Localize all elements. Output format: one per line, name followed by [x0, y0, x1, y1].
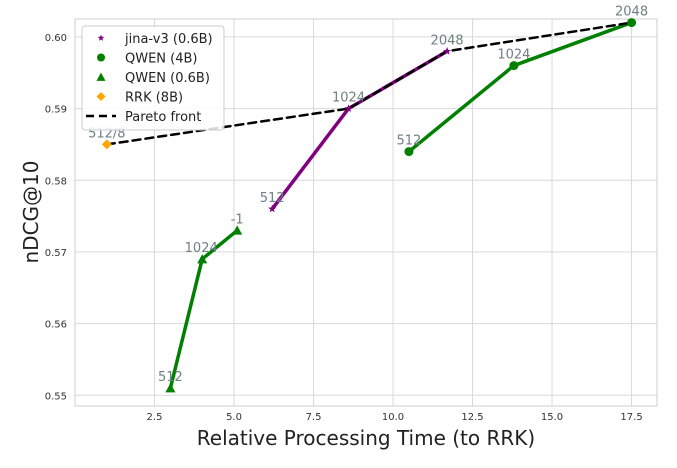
legend-label: QWEN (0.6B) — [125, 71, 210, 86]
y-tick-label: 0.56 — [45, 320, 67, 331]
legend-box — [81, 25, 225, 131]
data-point — [443, 47, 452, 55]
data-point — [101, 139, 112, 150]
plot-frame — [74, 18, 658, 407]
legend-label: jina-v3 (0.6B) — [124, 32, 213, 47]
y-tick-label: 0.59 — [45, 105, 67, 116]
y-tick-label: 0.55 — [45, 391, 67, 402]
x-tick-label: 10.0 — [382, 412, 404, 423]
data-point — [232, 225, 243, 235]
point-label: 512 — [397, 134, 422, 149]
data-point — [165, 383, 176, 393]
legend-marker — [96, 92, 106, 101]
legend-label: RRK (8B) — [125, 91, 183, 106]
data-point — [509, 61, 519, 71]
point-label: -1 — [231, 212, 244, 227]
x-axis-label: Relative Processing Time (to RRK) — [197, 426, 535, 450]
legend-label: Pareto front — [125, 110, 201, 125]
point-label: 1024 — [332, 91, 365, 106]
legend-label: QWEN (4B) — [125, 52, 198, 67]
data-point — [197, 254, 208, 264]
x-tick-label: 12.5 — [461, 412, 483, 423]
x-tick-label: 15.0 — [541, 412, 563, 423]
y-tick-label: 0.57 — [45, 248, 67, 259]
x-tick-label: 2.5 — [147, 412, 163, 423]
legend-marker — [97, 34, 105, 41]
point-label: 1024 — [497, 48, 530, 63]
grid — [75, 19, 657, 406]
point-label: 1024 — [185, 241, 218, 256]
data-point — [344, 104, 353, 112]
series-line-4 — [105, 21, 633, 146]
y-tick-label: 0.58 — [45, 176, 67, 187]
point-label: 512 — [260, 191, 285, 206]
legend: jina-v3 (0.6B) QWEN (4B) QWEN (0.6B) RRK (8… — [81, 25, 225, 131]
point-label: 2048 — [431, 33, 464, 48]
data-point — [268, 204, 277, 213]
x-tick-label: 17.5 — [620, 412, 642, 423]
y-axis-label: nDCG@10 — [19, 161, 43, 264]
data-point — [627, 18, 637, 28]
x-tick-label: 7.5 — [306, 412, 322, 423]
ticks: 2.5 5.0 7.5 10.0 12.5 15.0 17.5 0.55 0.56 0.57 0.5… — [45, 33, 643, 423]
point-label: 2048 — [615, 5, 648, 20]
legend-marker — [96, 72, 106, 81]
y-tick-label: 0.60 — [45, 33, 67, 44]
x-tick-label: 5.0 — [226, 412, 242, 423]
point-label: 512 — [158, 370, 183, 385]
data-point — [404, 147, 414, 157]
markers-layer — [101, 18, 637, 393]
legend-marker — [97, 53, 105, 62]
